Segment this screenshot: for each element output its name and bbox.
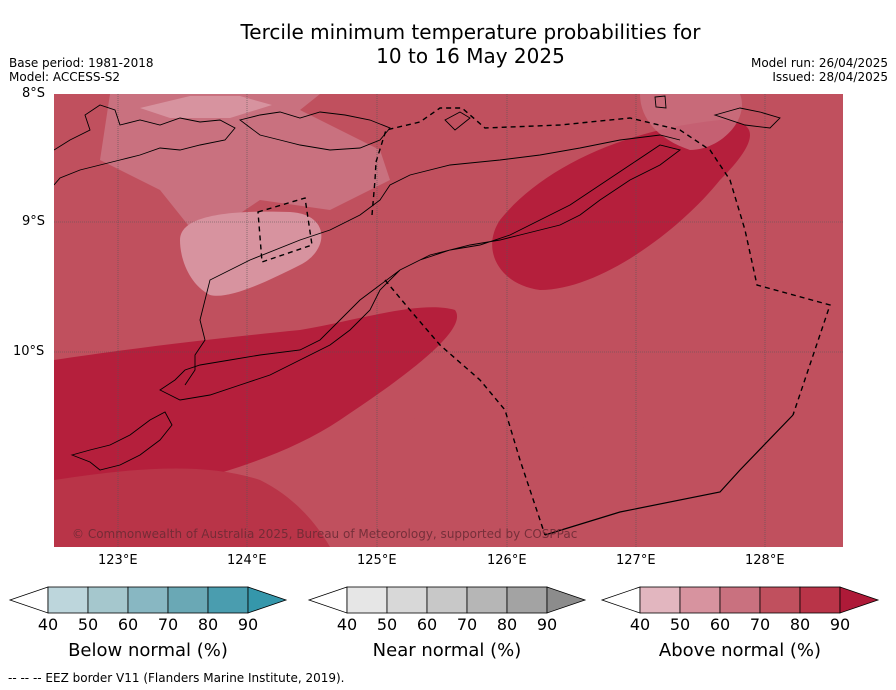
colorbar-tick-label: 90 [536, 615, 558, 634]
meta-right: Model run: 26/04/2025 Issued: 28/04/2025 [751, 56, 888, 84]
colorbar-near-normal [307, 586, 587, 614]
coastlines [54, 95, 781, 471]
atauro-island-coast [444, 111, 471, 131]
lon-label-128e: 128°E [745, 553, 785, 568]
grid-lines [54, 94, 843, 547]
colorbar-segment [386, 586, 428, 614]
colorbar-segment [719, 586, 761, 614]
colorbar-segment [799, 586, 841, 614]
colorbar-segment [207, 586, 249, 614]
colorbar-extend-low [307, 586, 348, 614]
colorbar-segment [426, 586, 468, 614]
lat-label-10s: 10°S [13, 344, 45, 359]
eez-border [257, 107, 831, 536]
colorbar-tick-label: 90 [829, 615, 851, 634]
colorbar-segment [167, 586, 209, 614]
lon-label-124e: 124°E [227, 553, 267, 568]
colorbar-extend-low [8, 586, 49, 614]
eez-border-north [371, 161, 377, 216]
copyright-notice: © Commonwealth of Australia 2025, Bureau… [72, 527, 578, 541]
issued-date: Issued: 28/04/2025 [772, 70, 888, 84]
eez-border-enclave [257, 197, 313, 263]
lat-label-9s: 9°S [22, 214, 46, 229]
colorbar-tick-label: 70 [456, 615, 478, 634]
colorbar-segment [506, 586, 548, 614]
probability-field [54, 94, 843, 547]
colorbar-tick-label: 40 [629, 615, 651, 634]
lon-label-127e: 127°E [616, 553, 656, 568]
colorbar-below-normal [8, 586, 288, 614]
colorbar-tick-label: 50 [669, 615, 691, 634]
colorbar-label: Above normal (%) [658, 640, 822, 661]
colorbar-extend-high [546, 586, 587, 614]
colorbar-tick-label: 60 [416, 615, 438, 634]
meta-left: Base period: 1981-2018 Model: ACCESS-S2 [9, 56, 154, 84]
colorbar-segment [639, 586, 681, 614]
model-name: Model: ACCESS-S2 [9, 70, 121, 84]
colorbar-tick-label: 70 [749, 615, 771, 634]
eez-border-south [544, 414, 794, 536]
colorbar-above-normal [600, 586, 880, 614]
eez-border-east [375, 107, 831, 416]
colorbar-segment [759, 586, 801, 614]
timor-north-coast [204, 134, 681, 301]
lon-label-123e: 123°E [98, 553, 138, 568]
title-line-2: 10 to 16 May 2025 [376, 44, 565, 68]
colorbar-tick-label: 80 [496, 615, 518, 634]
lon-label-126e: 126°E [487, 553, 527, 568]
colorbar-tick-label: 70 [157, 615, 179, 634]
colorbar-tick-label: 50 [376, 615, 398, 634]
eez-footnote: -- -- -- EEZ border V11 (Flanders Marine… [8, 671, 345, 685]
wetar-island-coast [713, 107, 781, 129]
lat-label-8s: 8°S [22, 86, 46, 101]
timor-west-coast [184, 299, 206, 386]
colorbar-segment [127, 586, 169, 614]
colorbar-label: Below normal (%) [68, 640, 228, 661]
colorbar-segment [466, 586, 508, 614]
colorbar-tick-label: 80 [197, 615, 219, 634]
colorbar-segment [679, 586, 721, 614]
colorbar-extend-high [839, 586, 880, 614]
colorbar-tick-label: 40 [37, 615, 59, 634]
title-line-1: Tercile minimum temperature probabilitie… [240, 20, 701, 44]
model-run: Model run: 26/04/2025 [750, 56, 888, 70]
eez-border-west [384, 279, 546, 536]
timor-south-coast [159, 144, 682, 401]
chart-title: Tercile minimum temperature probabilitie… [0, 20, 896, 68]
base-period: Base period: 1981-2018 [9, 56, 154, 70]
colorbar-segment [87, 586, 129, 614]
colorbar-tick-label: 60 [117, 615, 139, 634]
field-70-80-southeast [400, 370, 843, 547]
colorbar-tick-label: 90 [237, 615, 259, 634]
field-80-90-south [54, 468, 330, 547]
colorbar-label: Near normal (%) [372, 640, 522, 661]
lon-label-125e: 125°E [357, 553, 397, 568]
rote-island-coast [70, 411, 173, 471]
colorbar-segment [346, 586, 388, 614]
colorbar-extend-high [247, 586, 288, 614]
field-50-60-north [140, 96, 272, 118]
colorbar-tick-label: 80 [789, 615, 811, 634]
field-80-90-east [492, 120, 750, 290]
colorbar-tick-label: 60 [709, 615, 731, 634]
alor-island-coast [238, 111, 391, 151]
colorbar-tick-label: 40 [336, 615, 358, 634]
flores-island-coast [54, 104, 236, 186]
colorbar-segment [47, 586, 89, 614]
field-50-60-west [180, 211, 322, 296]
colorbar-extend-low [600, 586, 641, 614]
small-island-coast [654, 95, 667, 109]
colorbar-tick-label: 50 [77, 615, 99, 634]
